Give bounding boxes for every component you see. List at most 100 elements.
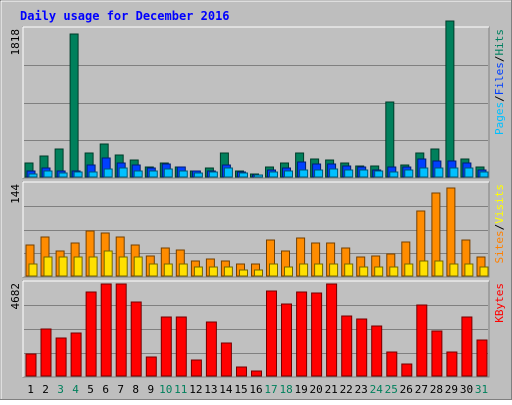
bar-kbytes-day-5 xyxy=(85,291,97,377)
bar-pages-day-5 xyxy=(88,171,98,178)
bar-pages-day-8 xyxy=(133,170,143,178)
x-tick-label: 30 xyxy=(460,383,473,396)
x-tick-label: 26 xyxy=(400,383,413,396)
x-tick-label: 21 xyxy=(325,383,338,396)
x-tick-label: 22 xyxy=(340,383,353,396)
legend-sites-visits: Sites/Visits xyxy=(493,184,506,264)
legend-item-kbytes: KBytes xyxy=(493,283,506,323)
bar-pages-day-3 xyxy=(58,172,68,178)
chart-title: Daily usage for December 2016 xyxy=(20,9,230,23)
panel-kbytes: 4682 KBytes xyxy=(9,280,506,378)
bar-kbytes-day-13 xyxy=(205,321,217,377)
ymax-label: 4682 xyxy=(9,283,22,310)
bar-sites-day-15 xyxy=(239,269,248,277)
bar-kbytes-day-19 xyxy=(296,291,308,377)
bar-pages-day-6 xyxy=(103,168,113,178)
bar-sites-day-13 xyxy=(208,266,218,277)
bar-kbytes-day-30 xyxy=(461,316,473,377)
bar-sites-day-7 xyxy=(118,256,128,277)
bar-sites-day-11 xyxy=(178,263,188,277)
bar-pages-day-13 xyxy=(208,171,218,178)
bar-kbytes-day-27 xyxy=(416,304,428,377)
legend-item-pages: Pages xyxy=(493,102,506,135)
bar-kbytes-day-23 xyxy=(356,318,368,377)
bar-sites-day-5 xyxy=(88,256,98,277)
x-tick-label: 8 xyxy=(132,383,139,396)
ymax-label: 144 xyxy=(9,184,22,204)
bar-pages-day-21 xyxy=(329,168,339,178)
bar-kbytes-day-20 xyxy=(311,292,323,377)
bar-kbytes-day-6 xyxy=(100,283,112,377)
bar-kbytes-day-17 xyxy=(266,290,277,377)
bar-pages-day-31 xyxy=(479,171,489,178)
bar-kbytes-day-12 xyxy=(190,359,202,377)
bar-kbytes-day-9 xyxy=(145,356,157,377)
x-tick-label: 10 xyxy=(159,383,172,396)
bar-pages-day-24 xyxy=(374,170,384,178)
bar-kbytes-day-16 xyxy=(251,370,262,377)
bar-kbytes-day-10 xyxy=(160,316,172,377)
x-tick-label: 27 xyxy=(415,383,428,396)
panel-background xyxy=(22,181,490,278)
legend-item-files: Files xyxy=(493,62,506,95)
bar-sites-day-26 xyxy=(404,263,414,277)
bar-sites-day-2 xyxy=(43,256,53,277)
bar-pages-day-20 xyxy=(314,169,324,178)
x-tick-label: 12 xyxy=(189,383,202,396)
bar-hits-day-4 xyxy=(69,33,79,178)
bar-sites-day-12 xyxy=(193,266,203,277)
bar-kbytes-day-8 xyxy=(130,301,142,377)
x-tick-label: 25 xyxy=(385,383,398,396)
bar-sites-day-25 xyxy=(389,266,399,277)
legend-separator: / xyxy=(493,56,506,63)
bar-pages-day-12 xyxy=(193,172,203,178)
x-tick-label: 17 xyxy=(264,383,277,396)
bar-kbytes-day-31 xyxy=(476,339,488,377)
bar-kbytes-day-1 xyxy=(25,353,37,377)
legend-item-sites: Sites xyxy=(493,230,506,263)
bar-kbytes-day-14 xyxy=(220,342,232,377)
bar-kbytes-day-22 xyxy=(341,315,353,377)
bar-pages-day-10 xyxy=(163,168,173,178)
bar-sites-day-8 xyxy=(133,256,143,277)
bar-sites-day-20 xyxy=(314,263,324,277)
bar-pages-day-11 xyxy=(178,170,188,178)
x-tick-label: 28 xyxy=(430,383,443,396)
bar-kbytes-day-28 xyxy=(431,330,443,377)
bar-pages-day-19 xyxy=(299,169,309,178)
bar-kbytes-day-18 xyxy=(281,303,292,377)
x-tick-label: 9 xyxy=(147,383,154,396)
bar-sites-day-14 xyxy=(223,266,233,277)
bar-sites-day-4 xyxy=(73,256,83,277)
x-tick-label: 3 xyxy=(57,383,64,396)
x-tick-label: 31 xyxy=(475,383,488,396)
bar-kbytes-day-15 xyxy=(236,366,247,377)
bar-pages-day-1 xyxy=(28,173,38,178)
x-tick-label: 7 xyxy=(117,383,124,396)
x-tick-label: 23 xyxy=(355,383,368,396)
bar-kbytes-day-24 xyxy=(371,325,383,377)
bar-sites-day-10 xyxy=(163,263,173,277)
legend-kbytes: KBytes xyxy=(493,283,506,323)
bar-kbytes-day-4 xyxy=(70,332,82,377)
bar-pages-day-4 xyxy=(73,171,83,178)
bar-pages-day-9 xyxy=(148,170,158,178)
bar-kbytes-day-11 xyxy=(175,316,187,377)
x-tick-label: 14 xyxy=(219,383,233,396)
legend-pages-files-hits: Pages/Files/Hits xyxy=(493,29,506,135)
bar-sites-day-22 xyxy=(344,263,354,277)
bar-pages-day-28 xyxy=(434,167,444,178)
bar-pages-day-29 xyxy=(449,167,459,178)
bar-sites-day-23 xyxy=(359,266,369,277)
bar-pages-day-30 xyxy=(464,167,474,178)
bar-sites-day-28 xyxy=(434,260,444,277)
bar-sites-day-31 xyxy=(479,266,489,277)
legend-separator: / xyxy=(493,95,506,102)
bar-sites-day-1 xyxy=(28,263,38,277)
bar-sites-day-27 xyxy=(419,260,429,277)
bar-pages-day-25 xyxy=(389,171,399,178)
x-tick-label: 5 xyxy=(87,383,94,396)
bar-pages-day-16 xyxy=(254,174,263,178)
bar-kbytes-day-25 xyxy=(386,351,398,377)
